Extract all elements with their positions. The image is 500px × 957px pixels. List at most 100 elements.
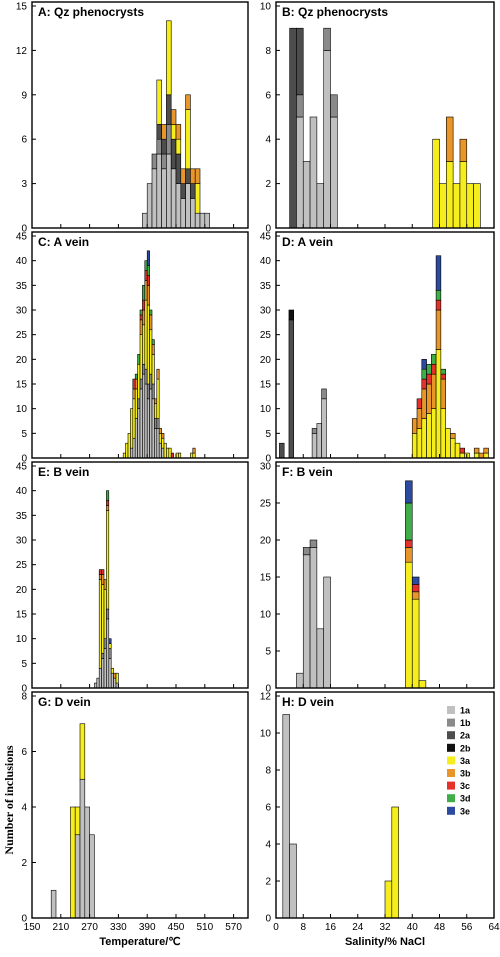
panel-d-bar-10-3c [435,299,442,311]
panel-g-ytick-label: 4 [21,803,27,814]
panel-c-bar-9-1a [144,383,148,459]
panel-g-bar-3-1a [79,778,86,919]
panel-f-bar-4-1a [323,576,331,689]
panel-a-bar-7-2a [175,153,182,184]
panel-a-bar-1-1a [146,183,153,229]
panel-f-bar-1-1a [302,554,311,689]
panel-c-bar-7-1b [139,378,143,390]
panel-d-frame [275,231,495,459]
panel-e-ytick-label: 40 [16,486,28,497]
panel-b-ytick-label: 4 [265,135,271,146]
panel-g-title: G: D vein [38,695,91,709]
panel-g-xtick-label: 270 [81,922,98,933]
panel-c-bar-3-1a [130,447,134,459]
panel-h-bar-2-3a [384,880,393,919]
panel-d-bar-7-3a [421,418,427,459]
panel-e-ytick-label: 15 [16,610,28,621]
panel-e-bar-4-3a [103,589,107,639]
panel-c-ytick-label: 15 [16,380,28,391]
panel-g-ytick-label: 2 [21,858,27,869]
panel-f-ytick-label: 25 [260,499,272,510]
panel-f-bar-1-1b [302,547,311,556]
legend-swatch-3b [447,769,455,777]
panel-c-bar-5-3d [134,373,138,380]
panel-c-title: C: A vein [38,235,89,249]
panel-e-ytick-label: 20 [16,585,28,596]
panel-e-bar-9-3a [115,672,119,684]
panel-a-bar-2-1a [151,168,158,229]
panel-f-bar-5-3e [405,480,413,504]
panel-a-bar-6-2a [170,138,177,170]
legend-swatch-2b [447,743,455,752]
panel-c-bar-19-3a [168,447,172,459]
panel-b-bar-9-3b [446,116,454,162]
panel-d-ytick-label: 15 [260,380,272,391]
panel-b-bar-1-1b [296,94,304,118]
panel-d-bar-2-1a [311,433,318,459]
panel-e-ytick-label: 5 [21,659,27,670]
panel-a-bar-11-1a [194,212,201,229]
panel-c-bar-8-3d [142,285,146,301]
panel-c-bar-13-1b [154,418,158,429]
panel-a-title: A: Qz phenocrysts [38,5,144,19]
panel-f-bar-2-1a [309,547,318,689]
panel-b-ytick-label: 8 [265,46,271,57]
panel-b-bar-1-2a [296,27,304,96]
panel-d-bar-15-3c [459,447,466,454]
panel-h-xtick-label: 48 [434,922,446,933]
panel-f-bar-5-3b [405,547,413,563]
panel-c-bar-15-3a [158,433,162,444]
panel-c-bar-2-3a [127,433,131,459]
panel-e-ytick-label: 0 [21,684,27,695]
panel-d-bar-10-3b [435,309,442,350]
panel-a-ytick-label: 0 [21,224,27,235]
panel-d-bar-10-3a [435,349,442,459]
panel-e-bar-3-3c [101,569,105,575]
panel-f-title: F: B vein [282,465,333,479]
panel-c-bar-5-3b [134,378,138,390]
panel-c-bar-16-3b [161,433,165,439]
panel-a-bar-6-3b [170,109,177,125]
panel-c-bar-15-3b [158,428,162,434]
legend-label-1a: 1a [460,706,471,716]
panel-c-bar-16-1a [161,447,165,459]
panel-a-bar-12-1a [199,212,206,229]
panel-c-bar-14-3b [156,368,160,380]
panel-b-bar-6-1a [330,116,338,229]
panel-h-bar-3-3a [391,806,399,919]
panel-a-bar-9-2a [185,168,191,184]
panel-g-ytick-label: 8 [21,692,27,703]
panel-c-bar-14-1a [156,428,160,459]
panel-c-bar-8-1b [142,363,146,375]
panel-d-bar-6-3c [416,398,423,409]
panel-g-ytick-label: 6 [21,747,27,758]
panel-a-bar-9-3b [185,94,191,110]
panel-c-bar-10-3c [146,275,150,286]
panel-a-bar-8-2a [180,183,186,199]
panel-g-ytick-label: 0 [21,914,27,925]
panel-h-xtick-label: 40 [407,922,419,933]
panel-d-ytick-label: 0 [265,454,271,465]
panel-a-bar-3-1b [156,138,162,155]
panel-a-bar-6-1a [170,168,177,229]
legend-swatch-3c [447,781,455,790]
panel-c-bar-7-3b [139,319,143,335]
panel-d-bar-8-3d [426,363,432,375]
panel-f-ytick-label: 20 [260,536,272,547]
panel-c-bar-6-1b [137,398,141,409]
panel-a-bar-3-2a [156,124,162,140]
panel-g-bar-4-1a [84,806,90,919]
panel-g-xtick-label: 150 [24,922,41,933]
panel-d-bar-9-3b [431,373,437,409]
panel-e-ytick-label: 25 [16,560,28,571]
panel-c-bar-23-3a [190,452,194,459]
panel-b-ytick-label: 6 [265,90,271,101]
panel-a-bar-10-3b [190,168,196,184]
panel-c-ytick-label: 30 [16,306,28,317]
panel-f-bar-6-3e [411,576,420,585]
panel-e-bar-5-1a [106,618,110,689]
panel-a-bar-5-1b [166,124,172,155]
panel-b-bar-12-3a [466,183,474,229]
panel-a-bar-10-2a [190,183,196,199]
